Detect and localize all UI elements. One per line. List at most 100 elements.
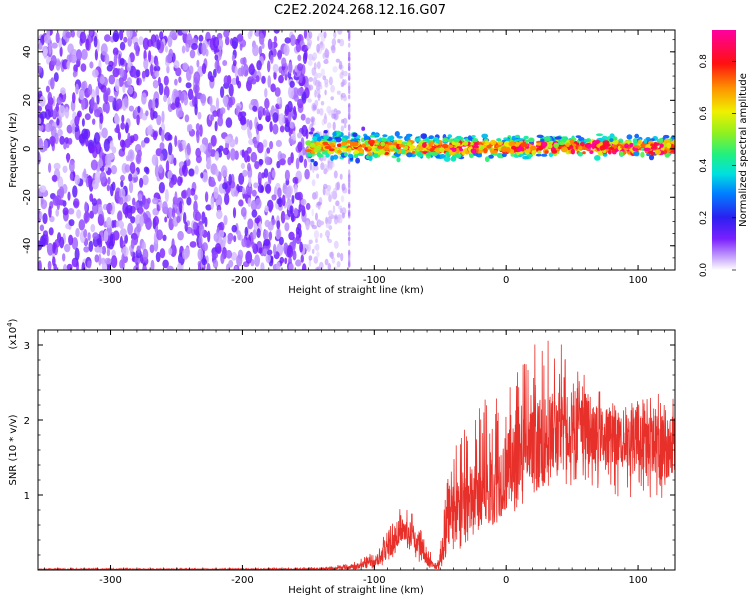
spectrogram-cell-484 [193, 71, 201, 85]
spectrogram-cell-942 [117, 131, 121, 141]
spectrogram-x-label: Height of straight line (km) [288, 285, 424, 296]
spectrogram-cell-1583 [327, 239, 333, 243]
spectrogram-cell-1296 [192, 221, 198, 230]
spectrogram-cell-1508 [341, 78, 345, 87]
spectrogram-ytick-label: 0 [22, 146, 33, 152]
spectrogram-cell-2177 [406, 133, 412, 138]
spectrogram-cell-935 [159, 153, 164, 162]
spectrogram-cell-1481 [320, 68, 325, 77]
spectrogram-cell-1500 [325, 189, 331, 196]
spectrogram-cell-1157 [145, 110, 149, 117]
spectrogram-cell-2464 [449, 151, 456, 156]
spectrogram-cell-62 [48, 227, 54, 236]
spectrogram-cell-1587 [339, 173, 343, 180]
spectrogram-cell-124 [300, 113, 306, 121]
spectrogram-cell-1146 [156, 39, 161, 51]
spectrogram-cell-1312 [227, 237, 232, 245]
spectrogram-y-label: Frequency (Hz) [8, 112, 19, 188]
spectrogram-cell-1230 [142, 248, 149, 261]
spectrogram-cell-1078 [106, 64, 113, 72]
spectrogram-cell-1245 [161, 129, 165, 142]
spectrogram-cell-2743 [525, 149, 531, 153]
spectrogram-cell-1290 [301, 91, 307, 104]
spectrogram-cell-1231 [304, 168, 310, 180]
spectrogram-cell-1274 [92, 232, 99, 240]
spectrogram-cell-704 [120, 228, 127, 237]
spectrogram-cell-1450 [332, 121, 336, 131]
spectrogram-cell-273 [222, 60, 228, 66]
spectrogram-cell-1442 [331, 38, 337, 47]
spectrogram-cell-711 [119, 236, 124, 249]
spectrogram-cell-755 [276, 228, 281, 240]
spectrogram-cell-1598 [328, 162, 333, 171]
spectrogram-cell-1324 [125, 155, 130, 162]
spectrogram-cell-876 [297, 132, 302, 139]
spectrogram-cell-1057 [284, 257, 288, 264]
spectrogram-cell-1486 [323, 168, 328, 175]
spectrogram-cell-1565 [318, 33, 323, 38]
spectrogram-cell-1155 [228, 97, 233, 108]
spectrogram-cell-1525 [312, 52, 318, 61]
snr-background [38, 330, 675, 570]
spectrogram-cell-1101 [81, 97, 86, 111]
spectrogram-cell-46 [118, 77, 124, 87]
spectrogram-cell-1449 [308, 77, 314, 82]
spectrogram-cell-1689 [348, 33, 351, 39]
spectrogram-cell-1655 [348, 169, 351, 175]
spectrogram-cell-1140 [104, 153, 112, 166]
spectrogram-cell-1159 [250, 151, 258, 163]
spectrogram-cell-1335 [163, 75, 169, 86]
spectrogram-cell-842 [266, 249, 273, 256]
spectrogram-cell-2776 [650, 146, 658, 150]
spectrogram-cell-1020 [43, 139, 49, 151]
spectrogram-cell-1303 [186, 187, 192, 198]
spectrogram-cell-2417 [650, 138, 655, 142]
spectrogram-cell-2669 [520, 142, 528, 148]
spectrogram-cell-844 [224, 193, 230, 205]
spectrogram-cell-2685 [517, 146, 523, 152]
spectrogram-cell-2425 [317, 153, 324, 158]
snr-series-line [38, 340, 675, 570]
spectrogram-cell-198 [196, 130, 200, 144]
spectrogram-cell-2725 [536, 134, 544, 138]
spectrogram-cell-1195 [68, 219, 75, 227]
spectrogram-cell-864 [154, 70, 160, 78]
spectrogram-cell-907 [221, 165, 228, 178]
spectrogram-cell-2605 [579, 142, 585, 147]
spectrogram-cell-775 [164, 189, 169, 203]
spectrogram-cell-411 [228, 83, 234, 97]
spectrogram-cell-2706 [660, 147, 665, 151]
spectrogram-cell-2784 [383, 147, 390, 151]
spectrogram-cell-1513 [333, 170, 338, 179]
spectrogram-cell-1594 [335, 182, 339, 191]
spectrogram-cell-2742 [540, 138, 545, 143]
spectrogram-cell-2488 [505, 138, 510, 142]
spectrogram-cell-1235 [50, 126, 57, 138]
spectrogram-cell-133 [297, 54, 302, 62]
colorbar-tick-label: 0.2 [699, 211, 709, 225]
spectrogram-cell-787 [90, 159, 98, 171]
spectrogram-cell-2668 [607, 149, 612, 155]
spectrogram-cell-1025 [74, 247, 80, 261]
spectrogram-cell-901 [139, 177, 144, 188]
spectrogram-cell-274 [232, 207, 237, 219]
spectrogram-cell-1675 [348, 261, 351, 267]
spectrogram-cell-24 [196, 59, 200, 68]
spectrogram-cell-964 [178, 110, 184, 117]
spectrogram-cell-2654 [469, 153, 474, 159]
spectrogram-cell-2397 [643, 138, 648, 144]
spectrogram-cell-1138 [101, 127, 108, 139]
spectrogram-cell-889 [277, 197, 283, 208]
spectrogram-cell-1095 [127, 132, 131, 145]
spectrogram-cell-2657 [553, 142, 559, 149]
spectrogram-cell-1133 [54, 195, 62, 206]
spectrogram-cell-822 [55, 208, 59, 217]
spectrogram-cell-1257 [124, 164, 131, 173]
spectrogram-cell-305 [119, 30, 124, 41]
spectrogram-cell-1250 [182, 248, 189, 260]
spectrogram-cell-1368 [209, 75, 215, 83]
spectrogram-cell-2379 [394, 131, 400, 137]
spectrogram-cell-947 [130, 238, 135, 249]
spectrogram-cell-1041 [264, 219, 270, 228]
